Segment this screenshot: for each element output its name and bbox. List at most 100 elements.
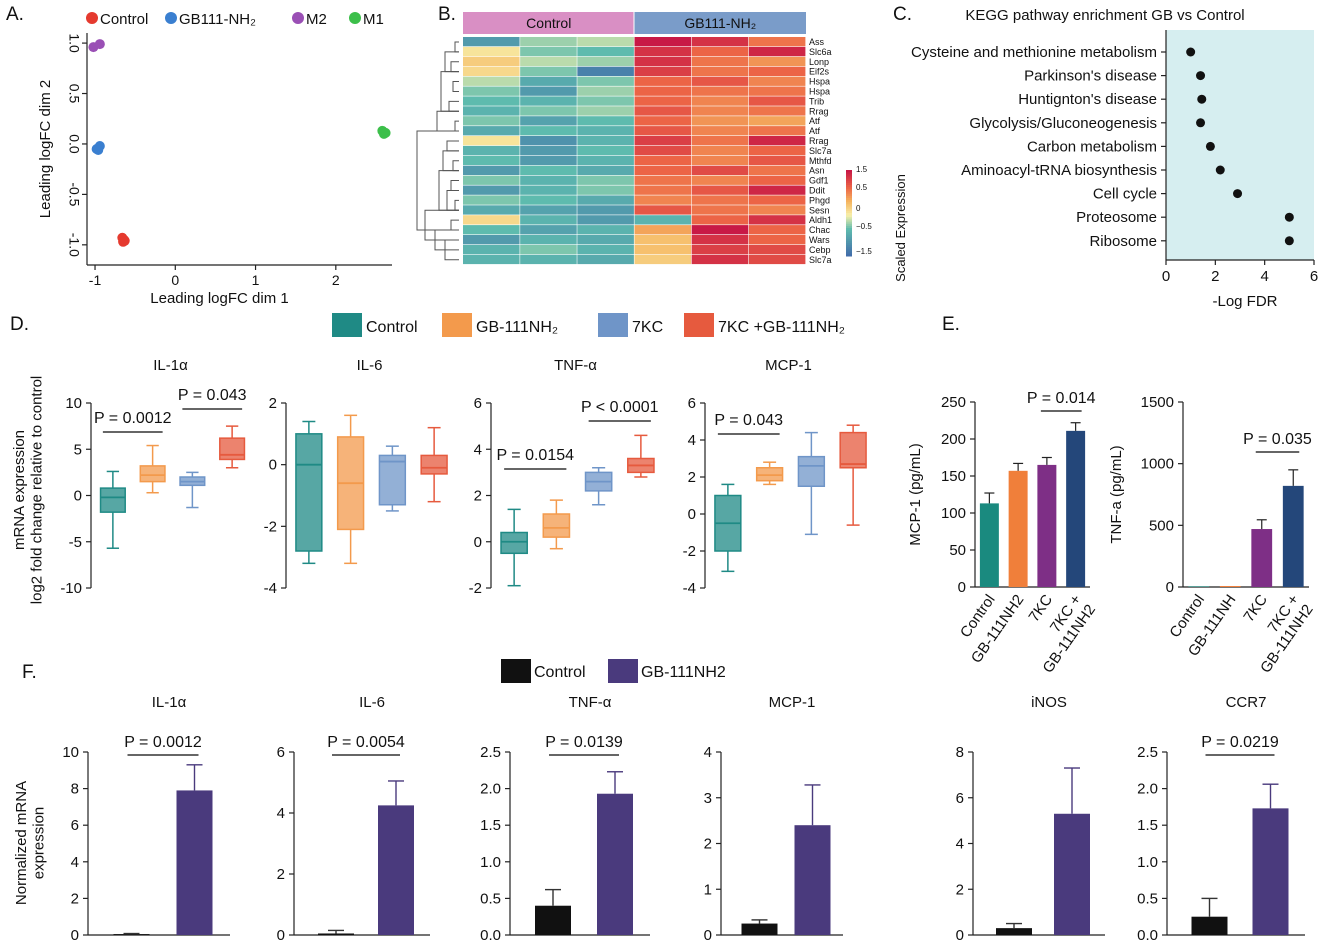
dendrogram-branch [416,130,459,231]
x-tick-label: 2 [332,272,340,288]
y-tick-label: 2.0 [1137,781,1158,798]
y-tick-label: 8 [956,744,964,761]
heatmap-cell [520,185,577,195]
heatmap-cell [520,76,577,86]
colorbar-segment [846,208,852,212]
y-tick-label: 0.0 [1137,927,1158,941]
y-tick-label: -5 [69,534,82,551]
panel-letter: F. [22,662,37,683]
heatmap-cell [691,106,749,116]
y-tick-label: -10 [60,580,82,597]
category-label: Ribosome [1089,233,1157,250]
heatmap-cell [634,185,692,195]
gene-label: Rrag [809,136,829,146]
heatmap-cell [463,106,520,116]
heatmap-cell [463,96,520,106]
heatmap-cell [520,66,577,76]
legend-swatch [608,659,638,683]
y-tick-label: 2 [474,488,482,505]
heatmap-cell [691,165,749,175]
bar [741,923,778,935]
y-tick-label: 100 [941,505,966,522]
heatmap-cell [520,195,577,205]
heatmap-cell [748,225,806,235]
box [295,433,323,552]
heatmap-cell [463,86,520,96]
colorbar-segment [846,228,852,231]
heatmap-cell [634,175,692,185]
panel-title: CCR7 [1226,694,1267,711]
legend-swatch [442,313,472,337]
colorbar-segment [846,176,852,180]
y-tick-label: 1 [704,881,712,898]
data-point [1215,165,1225,175]
heatmap-cell [691,235,749,245]
heatmap-cell [691,254,749,265]
bar [1191,916,1228,935]
colorbar-segment [846,195,852,199]
y-tick-label: 0 [704,927,712,941]
gene-label: Hspa [809,77,830,87]
panel-title: MCP-1 [765,357,812,374]
y-tick-label: 0 [1166,579,1174,596]
y-tick-label: 500 [1149,517,1174,534]
panel-title: iNOS [1031,694,1067,711]
data-point [1196,118,1206,128]
heatmap-cell [520,86,577,96]
heatmap-cell [577,244,634,255]
heatmap-cell [748,195,806,205]
heatmap-cell [577,96,634,106]
category-label: Aminoacyl-tRNA biosynthesis [961,162,1157,179]
panel-title: IL-6 [359,694,385,711]
panel-title: TNF-α [569,694,612,711]
colorbar-segment [846,200,852,203]
heatmap-cell [577,205,634,215]
heatmap-cell [691,86,749,96]
group-header-gb [634,12,806,34]
colorbar-segment [846,249,852,253]
colorbar-segment [846,213,852,216]
y-tick-label: 5 [74,441,82,458]
heatmap-cell [691,155,749,166]
y-tick-label: 50 [949,542,966,559]
dendrogram-branch [452,81,459,92]
y-tick-label: 6 [688,395,696,412]
heatmap-cell [634,136,692,146]
heatmap-cell [634,106,692,116]
dendrogram-branch [448,100,459,112]
heatmap-cell [520,175,577,185]
colorbar-segment [846,225,852,229]
p-value-label: P = 0.043 [178,387,247,404]
heatmap-cell [634,116,692,126]
heatmap-cell [748,165,806,175]
heatmap-cell [634,225,692,235]
heatmap-cell [520,225,577,235]
colorbar-segment [846,178,852,182]
heatmap-cell [577,254,634,265]
bar [1251,529,1273,587]
y-tick-label: 0.0 [480,927,501,941]
y-tick-label: 0 [956,927,964,941]
panel-letter: D. [10,314,29,335]
colorbar-segment [846,245,852,248]
gene-label: Rrag [809,106,829,116]
bar [794,825,831,935]
heatmap-cell [520,165,577,175]
gene-label: Wars [809,235,830,245]
heatmap-cell [634,66,692,76]
panel-letter: A. [6,4,24,25]
heatmap-cell [520,145,577,156]
heatmap-cell [634,86,692,96]
y-tick-label: 150 [941,468,966,485]
p-value-label: P = 0.043 [714,412,783,429]
heatmap-cell [691,244,749,255]
heatmap-cell [748,155,806,166]
category-label: Glycolysis/Gluconeogenesis [969,115,1157,132]
y-tick-label: 200 [941,431,966,448]
heatmap-cell [463,165,520,175]
box [542,513,571,538]
legend-label: GB-111NH2 [641,664,726,681]
colorbar-segment [846,236,852,240]
gene-label: Slc6a [809,47,832,57]
dendrogram-branch [446,140,459,152]
